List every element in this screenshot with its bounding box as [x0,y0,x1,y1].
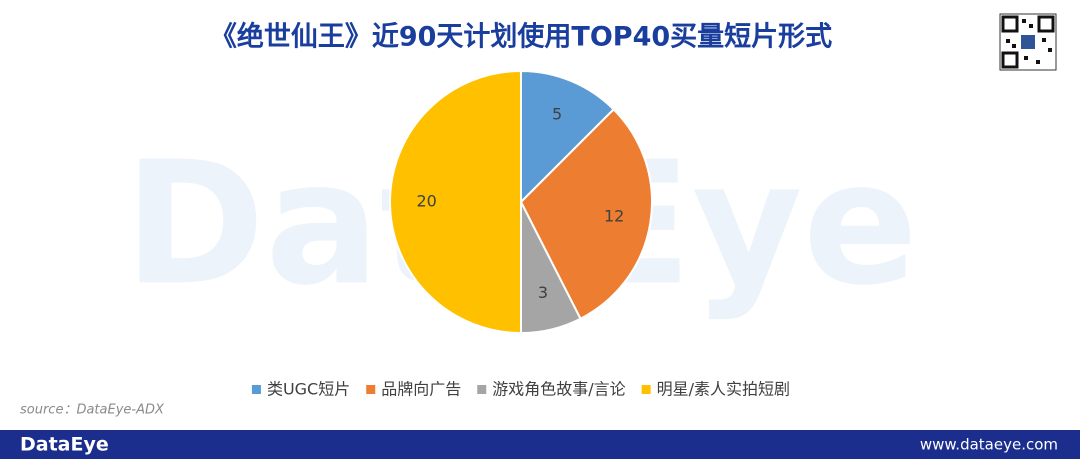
data-label: 3 [538,283,548,302]
data-label: 5 [552,104,562,123]
legend-swatch [366,385,376,394]
pie: 5 12 3 20 [389,69,653,335]
chart-title: 《绝世仙王》近90天计划使用TOP40买量短片形式 [210,21,832,53]
footer-brand: DataEye [20,434,109,456]
legend-label: 明星/素人实拍短剧 [657,380,790,399]
data-label: 20 [417,192,437,211]
legend-label: 品牌向广告 [381,380,461,399]
footer-bar [0,430,1080,459]
source-note: source：DataEye-ADX [20,403,165,418]
pie-slice [520,69,616,205]
footer-url: www.dataeye.com [920,436,1058,454]
qr-code [999,13,1057,71]
legend-label: 类UGC短片 [267,380,350,399]
legend: 类UGC短片 品牌向广告 游戏角色故事/言论 明星/素人实拍短剧 [251,380,790,399]
legend-swatch [641,385,651,394]
pie-slice [389,69,522,335]
legend-swatch [477,385,487,394]
data-label: 12 [604,206,624,225]
pie-slice [519,107,653,321]
legend-label: 游戏角色故事/言论 [492,380,625,399]
legend-swatch [251,385,261,394]
